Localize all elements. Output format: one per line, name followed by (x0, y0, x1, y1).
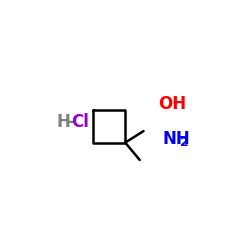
Text: -: - (68, 114, 74, 132)
Text: OH: OH (158, 95, 186, 113)
Text: Cl: Cl (71, 114, 89, 132)
Text: 2: 2 (180, 136, 188, 149)
Text: NH: NH (163, 130, 190, 148)
Text: H: H (57, 114, 71, 132)
